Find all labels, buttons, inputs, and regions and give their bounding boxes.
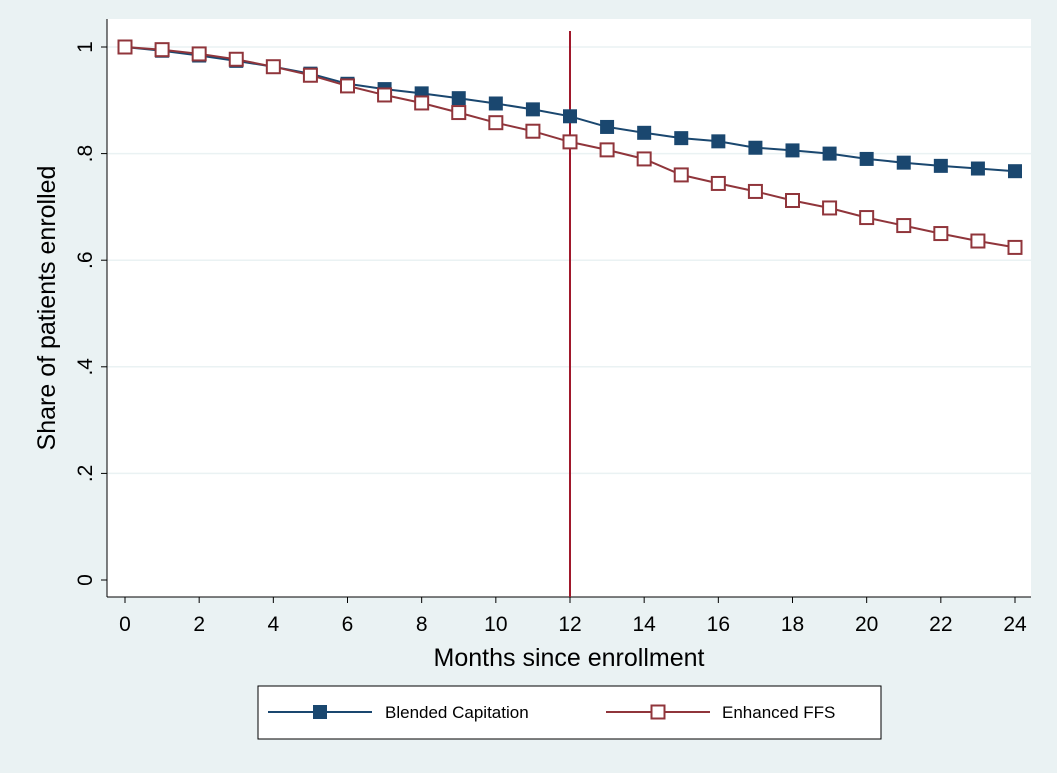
point-enhanced-ffs-6	[340, 78, 355, 94]
x-tick-label-11: 22	[929, 613, 952, 636]
point-enhanced-ffs-23	[970, 233, 986, 249]
x-tick-label-8: 16	[707, 613, 730, 636]
point-blended-capitation-16	[711, 134, 726, 149]
x-tick-label-12: 24	[1003, 613, 1027, 636]
y-tick-label-3: .6	[74, 251, 97, 269]
legend-label-blended: Blended Capitation	[385, 703, 529, 722]
point-enhanced-ffs-10	[488, 115, 504, 131]
legend: Blended Capitation Enhanced FFS	[257, 685, 882, 740]
point-enhanced-ffs-1	[154, 42, 170, 58]
point-enhanced-ffs-24	[1007, 239, 1023, 255]
point-enhanced-ffs-8	[414, 95, 430, 111]
legend-label-enhanced: Enhanced FFS	[722, 703, 835, 722]
point-enhanced-ffs-11	[525, 123, 541, 139]
point-blended-capitation-19	[822, 146, 837, 161]
x-tick-label-0: 0	[119, 613, 131, 636]
point-enhanced-ffs-18	[785, 193, 800, 209]
point-enhanced-ffs-17	[747, 183, 763, 199]
legend-marker-blended	[313, 705, 327, 719]
point-enhanced-ffs-2	[191, 46, 207, 62]
series	[117, 39, 1023, 255]
point-enhanced-ffs-19	[822, 200, 838, 216]
axes: 0.2.4.6.810 2 4 6 8 10 12 14 16 18 20 22 24	[74, 19, 1031, 636]
point-blended-capitation-14	[637, 125, 652, 140]
x-tick-label-10: 20	[855, 613, 878, 636]
point-enhanced-ffs-5	[302, 67, 318, 83]
point-blended-capitation-22	[933, 158, 948, 173]
point-blended-capitation-20	[859, 151, 874, 166]
point-blended-capitation-18	[785, 143, 800, 158]
point-enhanced-ffs-4	[265, 59, 281, 75]
point-enhanced-ffs-13	[599, 142, 615, 158]
point-blended-capitation-10	[488, 96, 503, 111]
point-blended-capitation-24	[1008, 164, 1022, 179]
y-tick-label-5: 1	[74, 41, 97, 53]
x-tick-label-7: 14	[632, 613, 656, 636]
y-tick-label-2: .4	[74, 358, 97, 376]
point-enhanced-ffs-21	[896, 218, 912, 234]
point-blended-capitation-21	[896, 155, 911, 170]
point-enhanced-ffs-20	[859, 210, 875, 226]
y-tick-label-1: .2	[74, 465, 97, 483]
point-enhanced-ffs-14	[636, 151, 652, 167]
x-tick-label-6: 12	[558, 613, 581, 636]
point-blended-capitation-17	[748, 140, 763, 155]
point-blended-capitation-12	[563, 109, 577, 124]
x-tick-label-5: 10	[484, 613, 507, 636]
x-axis-title: Months since enrollment	[434, 644, 705, 672]
point-enhanced-ffs-0	[117, 39, 133, 55]
point-blended-capitation-9	[451, 91, 466, 106]
point-enhanced-ffs-12	[562, 134, 578, 150]
y-tick-label-4: .8	[74, 145, 97, 163]
point-blended-capitation-13	[600, 119, 615, 134]
point-enhanced-ffs-15	[673, 167, 689, 183]
x-tick-label-9: 18	[781, 613, 804, 636]
point-enhanced-ffs-9	[451, 105, 467, 121]
point-blended-capitation-23	[970, 161, 985, 176]
point-enhanced-ffs-22	[933, 226, 949, 242]
point-blended-capitation-15	[674, 131, 689, 146]
y-axis-title: Share of patients enrolled	[33, 166, 61, 451]
legend-marker-enhanced	[650, 704, 666, 720]
x-tick-label-4: 8	[416, 613, 428, 636]
x-tick-label-1: 2	[193, 613, 205, 636]
x-tick-label-2: 4	[267, 613, 279, 636]
point-blended-capitation-11	[525, 102, 540, 117]
y-tick-label-0: 0	[74, 574, 97, 586]
point-enhanced-ffs-3	[228, 51, 244, 67]
point-enhanced-ffs-7	[377, 87, 393, 103]
point-enhanced-ffs-16	[710, 175, 726, 191]
x-tick-label-3: 6	[342, 613, 354, 636]
series-enhanced-ffs	[117, 39, 1023, 255]
